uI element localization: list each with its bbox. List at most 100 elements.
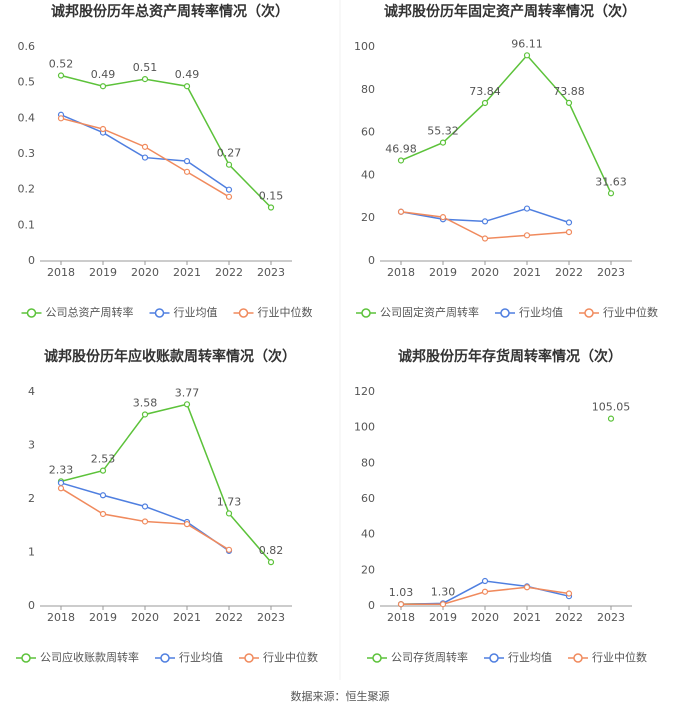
data-label: 73.88: [553, 85, 585, 98]
legend-marker: [238, 308, 249, 318]
point: [57, 485, 65, 492]
point: [439, 139, 447, 146]
x-tick-label: 2021: [173, 266, 201, 279]
legend-label: 行业中位数: [263, 650, 318, 664]
x-tick-label: 2023: [597, 266, 625, 279]
series-line: [400, 54, 612, 194]
y-tick-label: 0.4: [18, 111, 36, 124]
point: [225, 193, 233, 200]
data-label: 105.05: [592, 401, 631, 414]
x-tick-label: 2021: [173, 611, 201, 624]
point: [481, 577, 489, 585]
y-tick-label: 20: [361, 563, 375, 576]
y-tick-label: 0.5: [18, 76, 36, 89]
y-tick-label: 0: [368, 599, 375, 612]
legend-label: 公司应收账款周转率: [40, 650, 139, 664]
point: [99, 467, 107, 474]
legend-marker: [26, 308, 37, 318]
point: [439, 601, 447, 608]
x-tick-label: 2023: [597, 611, 625, 624]
y-tick-label: 20: [361, 211, 375, 224]
data-label: 73.84: [469, 85, 501, 98]
legend-marker: [361, 308, 371, 318]
x-tick-label: 2022: [555, 611, 583, 624]
legend-marker: [489, 653, 499, 663]
x-tick-label: 2021: [513, 266, 541, 279]
y-tick-label: 40: [361, 528, 375, 541]
data-label: 1.73: [217, 495, 242, 508]
point: [565, 99, 573, 106]
point: [57, 72, 65, 79]
x-tick-label: 2020: [471, 611, 499, 624]
point: [225, 546, 233, 553]
data-label: 0.27: [217, 147, 242, 160]
legend-label: 行业中位数: [603, 305, 658, 319]
x-tick-label: 2022: [215, 266, 243, 279]
y-tick-label: 0.6: [18, 40, 36, 53]
data-label: 55.32: [427, 125, 459, 138]
point: [523, 205, 531, 212]
point: [99, 510, 107, 518]
data-label: 0.15: [259, 190, 284, 203]
point: [523, 584, 531, 591]
x-tick-label: 2018: [387, 611, 415, 624]
point: [183, 168, 191, 175]
data-label: 31.63: [595, 175, 627, 188]
point: [397, 601, 405, 608]
legend-label: 公司固定资产周转率: [380, 305, 479, 319]
data-label: 2.53: [91, 453, 116, 466]
chart-title: 诚邦股份历年总资产周转率情况（次）: [51, 3, 289, 20]
series-line: [60, 403, 272, 563]
source: 数据来源：恒生聚源: [291, 689, 390, 703]
point: [523, 232, 531, 239]
x-tick-label: 2019: [89, 611, 117, 624]
y-tick-label: 100: [354, 40, 375, 53]
data-label: 2.33: [49, 463, 74, 476]
series-line: [60, 74, 272, 209]
x-tick-label: 2022: [215, 611, 243, 624]
point: [225, 186, 233, 193]
point: [481, 99, 489, 107]
x-tick-label: 2020: [131, 266, 159, 279]
x-tick-label: 2023: [257, 266, 285, 279]
y-tick-label: 80: [361, 83, 375, 96]
y-tick-label: 80: [361, 456, 375, 469]
data-label: 1.03: [389, 586, 414, 599]
y-tick-label: 4: [28, 385, 35, 398]
point: [397, 157, 405, 164]
x-tick-label: 2020: [131, 611, 159, 624]
legend-marker: [372, 653, 382, 663]
legend-marker: [244, 653, 254, 663]
point: [397, 208, 405, 215]
x-tick-label: 2020: [471, 266, 499, 279]
data-label: 96.11: [511, 37, 543, 50]
data-label: 3.77: [175, 386, 200, 399]
point: [565, 590, 573, 597]
point: [99, 83, 107, 90]
y-tick-label: 2: [28, 492, 35, 505]
legend-marker: [584, 308, 594, 318]
x-tick-label: 2022: [555, 266, 583, 279]
legend-marker: [573, 653, 583, 663]
legend-label: 行业中位数: [592, 650, 647, 664]
data-label: 1.30: [431, 586, 456, 599]
y-tick-label: 0.2: [18, 183, 36, 196]
x-tick-label: 2019: [429, 611, 457, 624]
data-label: 3.58: [133, 396, 158, 409]
legend-label: 行业均值: [519, 306, 563, 319]
point: [607, 190, 615, 197]
x-tick-label: 2018: [47, 266, 75, 279]
data-label: 0.52: [49, 58, 74, 71]
point: [141, 143, 149, 150]
series-line: [401, 419, 611, 605]
data-label: 0.82: [259, 544, 284, 557]
y-tick-label: 60: [361, 492, 375, 505]
chart-title: 诚邦股份历年存货周转率情况（次）: [398, 348, 622, 365]
x-tick-label: 2023: [257, 611, 285, 624]
y-tick-label: 40: [361, 168, 375, 181]
chart-title: 诚邦股份历年固定资产周转率情况（次）: [384, 3, 636, 20]
point: [183, 401, 191, 408]
x-tick-label: 2021: [513, 611, 541, 624]
point: [141, 518, 149, 525]
